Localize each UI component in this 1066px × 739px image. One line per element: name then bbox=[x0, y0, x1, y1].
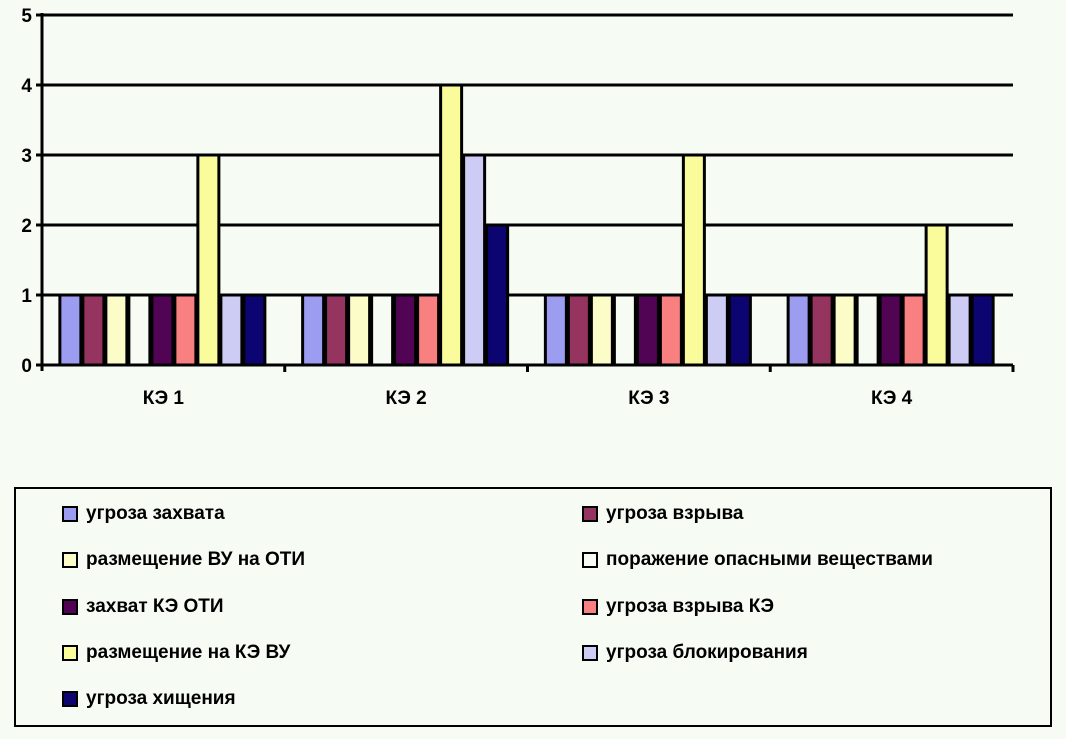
bar-0-1 bbox=[81, 293, 106, 367]
x-tick-label: КЭ 2 bbox=[386, 388, 427, 409]
bar-1-2 bbox=[347, 293, 372, 367]
legend-label: размещение на КЭ ВУ bbox=[86, 641, 291, 663]
bar-0-8 bbox=[242, 293, 267, 367]
legend-swatch bbox=[62, 598, 78, 615]
legend-item: угроза хищения bbox=[62, 688, 236, 710]
bar-3-0 bbox=[786, 293, 811, 367]
y-tick-label: 1 bbox=[21, 286, 32, 307]
legend-label: размещение ВУ на ОТИ bbox=[86, 549, 306, 571]
bar-2-8 bbox=[727, 293, 752, 367]
legend-swatch bbox=[62, 506, 78, 522]
legend-item: захват КЭ ОТИ bbox=[62, 596, 224, 618]
legend-item: угроза взрыва bbox=[582, 503, 743, 525]
bar-0-4 bbox=[150, 293, 175, 367]
bar-chart: 0 1 2 3 4 5 КЭ 1 КЭ 2 КЭ 3 КЭ 4 bbox=[21, 6, 1015, 409]
legend-item: поражение опасными веществами bbox=[582, 549, 933, 571]
bar-3-1 bbox=[809, 293, 834, 367]
x-tick-label: КЭ 4 bbox=[871, 388, 913, 409]
legend-label: угроза взрыва КЭ bbox=[606, 595, 775, 617]
y-tick-label: 5 bbox=[21, 6, 32, 27]
y-tick-label: 2 bbox=[21, 216, 32, 237]
bar-1-8 bbox=[485, 223, 510, 367]
bar-1-1 bbox=[324, 293, 349, 367]
legend-swatch bbox=[582, 598, 598, 615]
legend: угроза захвата угроза взрыва размещение ВУ… bbox=[14, 487, 1052, 727]
bar-0-6 bbox=[196, 153, 221, 367]
bar-0-2 bbox=[104, 293, 129, 367]
legend-swatch bbox=[62, 552, 78, 569]
legend-swatch bbox=[582, 552, 598, 569]
x-tick-label: КЭ 3 bbox=[628, 388, 669, 409]
legend-swatch bbox=[582, 506, 598, 522]
bar-2-7 bbox=[704, 293, 729, 367]
legend-label: угроза взрыва bbox=[606, 503, 744, 524]
bar-0-5 bbox=[173, 293, 198, 367]
legend-item: угроза захвата bbox=[62, 503, 225, 525]
bar-2-2 bbox=[589, 293, 614, 367]
bar-3-8 bbox=[970, 293, 995, 367]
bar-2-6 bbox=[681, 153, 706, 367]
bar-2-4 bbox=[635, 293, 660, 367]
bar-1-5 bbox=[416, 293, 441, 367]
bar-0-7 bbox=[219, 293, 244, 367]
bar-1-3 bbox=[370, 293, 395, 367]
bar-1-4 bbox=[393, 293, 418, 367]
bar-0-3 bbox=[127, 293, 152, 367]
y-tick-label: 4 bbox=[21, 76, 32, 97]
legend-label: угроза хищения bbox=[86, 688, 236, 710]
y-tick-label: 0 bbox=[21, 356, 32, 377]
bar-2-1 bbox=[566, 293, 591, 367]
bar-3-3 bbox=[855, 293, 880, 367]
bar-2-3 bbox=[612, 293, 637, 367]
bar-3-7 bbox=[947, 293, 972, 367]
bar-1-6 bbox=[439, 83, 464, 367]
legend-label: угроза захвата bbox=[86, 503, 225, 524]
bar-3-2 bbox=[832, 293, 857, 367]
bar-2-5 bbox=[658, 293, 683, 367]
legend-label: захват КЭ ОТИ bbox=[86, 595, 224, 617]
bar-1-7 bbox=[462, 153, 487, 367]
legend-swatch bbox=[582, 644, 598, 661]
legend-label: угроза блокирования bbox=[606, 641, 808, 663]
legend-item: размещение на КЭ ВУ bbox=[62, 642, 290, 664]
bar-2-0 bbox=[543, 293, 568, 367]
bar-3-4 bbox=[878, 293, 903, 367]
legend-item: угроза блокирования bbox=[582, 642, 808, 664]
x-tick-label: КЭ 1 bbox=[143, 388, 185, 409]
legend-swatch bbox=[62, 691, 78, 708]
legend-item: угроза взрыва КЭ bbox=[582, 596, 774, 618]
bar-3-5 bbox=[901, 293, 926, 367]
legend-item: размещение ВУ на ОТИ bbox=[62, 549, 305, 571]
legend-swatch bbox=[62, 644, 78, 661]
y-tick-label: 3 bbox=[21, 146, 32, 167]
legend-label: поражение опасными веществами bbox=[606, 549, 933, 571]
bar-1-0 bbox=[301, 293, 326, 367]
bar-3-6 bbox=[924, 223, 949, 367]
bar-0-0 bbox=[58, 293, 83, 367]
